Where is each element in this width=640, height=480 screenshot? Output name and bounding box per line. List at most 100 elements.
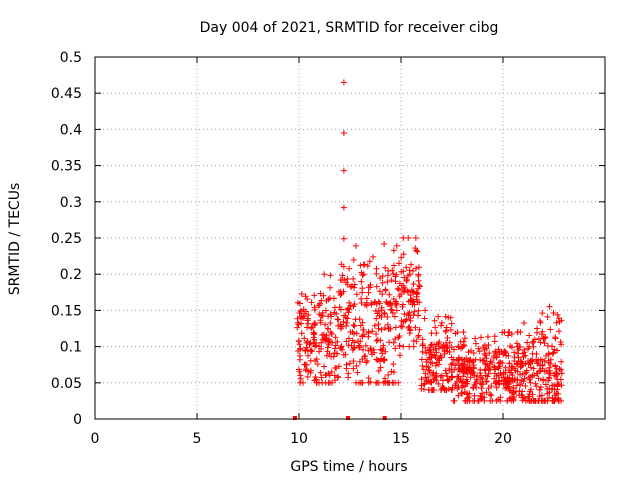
data-point — [498, 374, 505, 381]
data-point — [431, 317, 438, 324]
data-point — [363, 359, 370, 366]
data-point — [442, 328, 449, 335]
data-point — [430, 376, 437, 383]
data-point — [488, 383, 495, 390]
data-point — [483, 378, 490, 385]
data-point — [558, 382, 565, 389]
data-point — [298, 290, 305, 297]
data-point — [392, 302, 399, 309]
data-point — [359, 379, 366, 386]
data-point — [500, 369, 507, 376]
y-tick-label: 0.1 — [60, 340, 82, 356]
data-point — [490, 363, 497, 370]
data-point — [536, 393, 543, 400]
data-point — [426, 368, 433, 375]
data-point — [294, 315, 301, 322]
data-point — [357, 322, 364, 329]
data-point — [421, 381, 428, 388]
data-point — [321, 271, 328, 278]
data-point — [521, 319, 528, 326]
data-point — [334, 316, 341, 323]
data-point — [439, 385, 446, 392]
data-point — [453, 357, 460, 364]
data-point — [478, 396, 485, 403]
data-point — [369, 328, 376, 335]
data-point — [350, 322, 357, 329]
data-point — [402, 287, 409, 294]
data-point — [446, 365, 453, 372]
data-point — [538, 397, 545, 404]
data-point — [536, 386, 543, 393]
data-point — [552, 335, 559, 342]
data-point — [373, 270, 380, 277]
data-point — [296, 341, 303, 348]
data-point — [444, 335, 451, 342]
data-point — [554, 347, 561, 354]
chart-title: Day 004 of 2021, SRMTID for receiver cib… — [200, 20, 499, 36]
plot-frame — [94, 56, 606, 420]
data-point — [330, 295, 337, 302]
data-point — [444, 344, 451, 351]
data-point — [384, 321, 391, 328]
data-point — [410, 337, 417, 344]
data-point — [491, 364, 498, 371]
data-point — [396, 342, 403, 349]
data-point — [382, 286, 389, 293]
data-point — [310, 331, 317, 338]
data-point — [322, 372, 329, 379]
data-point — [381, 356, 388, 363]
data-point — [530, 365, 537, 372]
data-point — [406, 323, 413, 330]
data-point — [482, 352, 489, 359]
data-point — [421, 315, 428, 322]
data-point — [425, 364, 432, 371]
data-point — [302, 347, 309, 354]
data-point — [430, 346, 437, 353]
data-point — [324, 344, 331, 351]
data-point — [297, 375, 304, 382]
data-point — [460, 341, 467, 348]
data-point — [524, 339, 531, 346]
data-point — [464, 397, 471, 404]
data-point — [480, 357, 487, 364]
data-point — [429, 387, 436, 394]
data-point — [314, 361, 321, 368]
data-point — [435, 355, 442, 362]
data-point — [311, 330, 318, 337]
data-point — [399, 323, 406, 330]
data-point — [517, 371, 524, 378]
data-point — [511, 354, 518, 361]
data-point — [352, 316, 359, 323]
data-point — [350, 345, 357, 352]
data-point — [384, 278, 391, 285]
data-point — [407, 326, 414, 333]
data-point — [340, 235, 347, 242]
data-point — [345, 374, 352, 381]
data-point — [414, 248, 421, 255]
data-point — [390, 270, 397, 277]
data-point — [356, 358, 363, 365]
data-point — [381, 241, 388, 248]
data-point — [368, 347, 375, 354]
data-point — [475, 345, 482, 352]
data-point — [492, 348, 499, 355]
data-point — [389, 267, 396, 274]
data-point — [351, 281, 358, 288]
data-point — [423, 358, 430, 365]
data-point — [374, 379, 381, 386]
data-point — [353, 291, 360, 298]
data-point — [308, 299, 315, 306]
data-point — [558, 370, 565, 377]
data-point — [327, 284, 334, 291]
data-point — [519, 388, 526, 395]
data-point — [515, 347, 522, 354]
data-point — [377, 346, 384, 353]
data-point — [529, 391, 536, 398]
data-point — [440, 341, 447, 348]
data-point — [544, 390, 551, 397]
data-point — [466, 390, 473, 397]
data-point — [390, 262, 397, 269]
data-point — [362, 301, 369, 308]
data-point — [507, 343, 514, 350]
data-point — [373, 265, 380, 272]
